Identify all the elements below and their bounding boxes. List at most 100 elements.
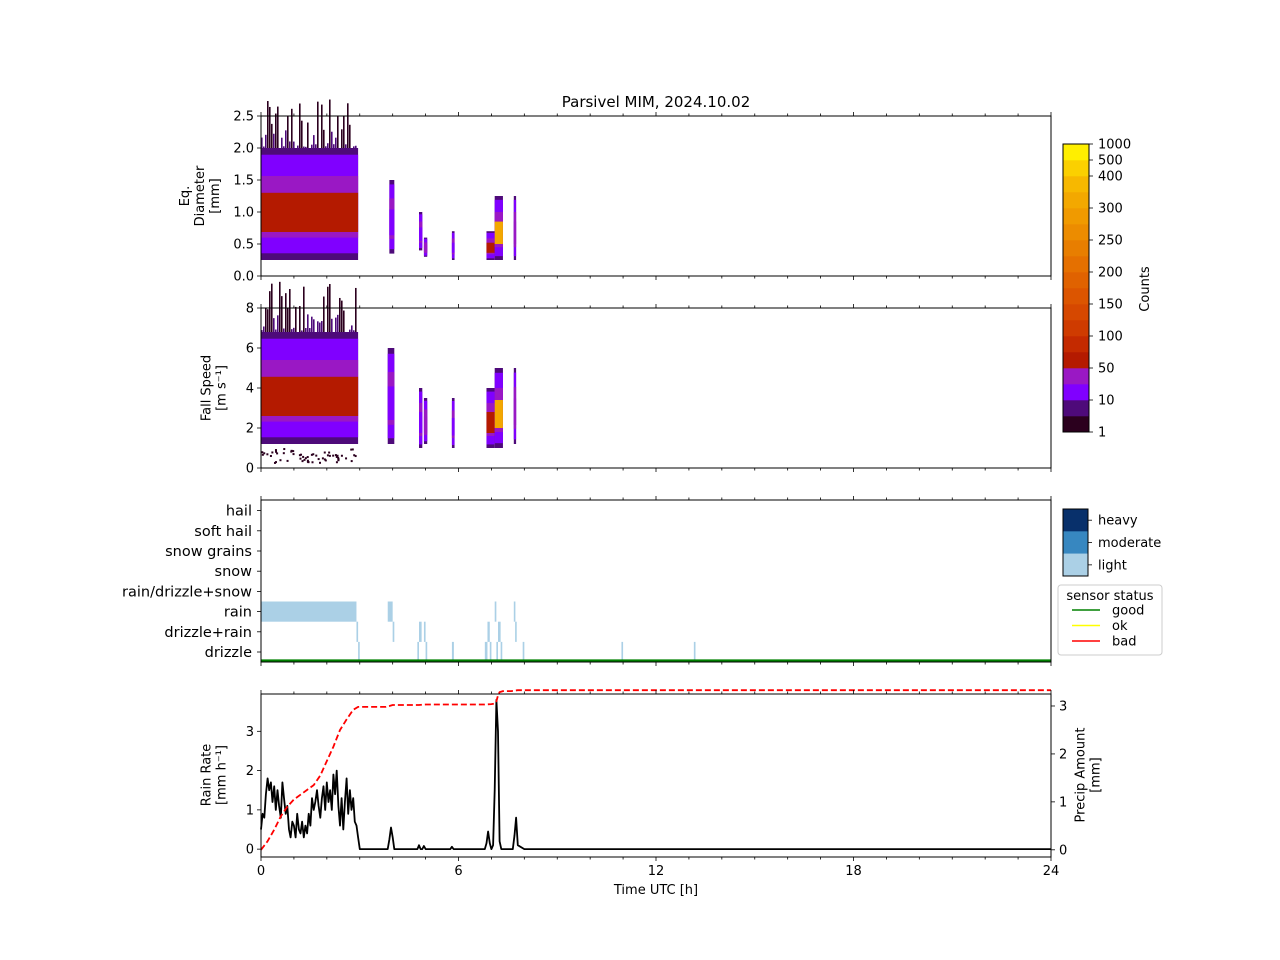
spectrum-spike <box>299 306 301 332</box>
precip-type-block <box>522 641 525 663</box>
colorbar-bin <box>1063 176 1089 193</box>
intensity-swatch <box>1063 553 1088 577</box>
sensor-status-label: good <box>1112 604 1144 619</box>
spectrum-speck <box>334 454 337 457</box>
spectrum-speck <box>304 457 307 460</box>
precip-type-block <box>417 641 419 663</box>
precip-type-panel: drizzle drizzle+rain rain rain/drizzle+snow… <box>122 496 1052 666</box>
axis-label-line: Rain Rate <box>200 744 215 807</box>
colorbar-frame <box>1062 143 1090 433</box>
spectrum-speck <box>299 457 302 460</box>
spectrum-spike <box>275 329 277 332</box>
colorbar-tick-label: 1 <box>1098 426 1106 441</box>
spectrum-speck <box>337 456 340 459</box>
fall-speed-spectrum <box>261 281 517 464</box>
axis-label-line: Eq. <box>178 186 193 207</box>
spectrum-speck <box>273 461 276 464</box>
spectrum-spike <box>267 309 269 332</box>
spectrum-speck <box>271 451 274 454</box>
spectrum-spike <box>267 101 269 148</box>
spectrum-speck <box>274 461 277 464</box>
spectrum-spike <box>343 310 345 332</box>
spectrum-speck <box>354 455 357 458</box>
precip-type-axes: drizzle drizzle+rain rain rain/drizzle+snow… <box>122 496 1052 666</box>
x-tick-label: 24 <box>1043 864 1060 879</box>
spectrum-spike <box>351 325 353 332</box>
spectrum-spike <box>307 122 309 148</box>
figure-title: Parsivel MIM, 2024.10.02 <box>562 93 750 111</box>
spectrum-spike <box>289 289 291 332</box>
colorbar-bin <box>1063 416 1089 433</box>
spectrum-speck <box>274 449 277 452</box>
colorbar-bin <box>1063 336 1089 353</box>
intensity-swatches <box>1063 509 1088 577</box>
spectrum-core <box>261 192 359 232</box>
precip-type-block <box>358 641 360 663</box>
spectrum-speck <box>323 458 326 461</box>
axis-label-line: Diameter <box>193 165 208 226</box>
spectrum-speck <box>261 453 264 456</box>
y-tick-label: 2 <box>246 764 254 779</box>
spectrum-spike <box>311 144 313 148</box>
spectrum-spike <box>321 104 323 148</box>
x-tick-label: 0 <box>257 864 265 879</box>
spectrum-speck <box>306 459 309 462</box>
rain-plot-frame <box>260 693 1052 858</box>
y-tick-label: 2 <box>1059 747 1067 762</box>
spectrum-core <box>451 418 455 436</box>
spectrum-core <box>261 376 359 416</box>
spectrum-spike <box>301 330 303 332</box>
colorbar-tick-label: 400 <box>1098 170 1123 185</box>
precip-type-label: snow <box>215 564 253 580</box>
spectrum-speck <box>335 455 338 458</box>
y-tick-label: 1 <box>246 803 254 818</box>
diameter-spectrum <box>261 99 517 260</box>
spectrum-spike <box>261 330 263 332</box>
y-tick-label: 6 <box>246 342 254 357</box>
spectrum-speck <box>261 451 264 454</box>
spectrum-speck <box>350 460 353 463</box>
spectrum-spike <box>303 286 305 332</box>
spectrum-spike <box>313 135 315 148</box>
spectrum-speck <box>335 461 338 464</box>
colorbar-tick-label: 10 <box>1098 394 1115 409</box>
intensity-labels: heavy moderate light <box>1088 514 1161 573</box>
sensor-status-legend-box <box>1057 584 1163 656</box>
spectrum-spike <box>273 318 275 332</box>
spectrum-spike <box>355 287 357 332</box>
precip-type-label: rain <box>224 605 252 621</box>
spectrum-spike <box>353 146 355 148</box>
spectrum-spike <box>355 145 357 148</box>
precip-type-block <box>515 621 517 642</box>
precip-type-block <box>356 621 359 642</box>
spectrum-spike <box>297 145 299 148</box>
colorbar-bin <box>1063 368 1089 385</box>
spectrum-speck <box>326 454 329 457</box>
precip-type-block <box>423 621 426 642</box>
spectrum-spike <box>323 296 325 332</box>
colorbar-bin <box>1063 304 1089 321</box>
axis-label-line: [mm] <box>208 178 223 213</box>
spectrum-speck <box>328 454 331 457</box>
spectrum-spike <box>303 146 305 148</box>
spectrum-speck <box>353 454 356 457</box>
colorbar-bin <box>1063 224 1089 241</box>
fall-speed-plot-frame <box>260 307 1052 469</box>
y-tick-label: 0.0 <box>233 270 254 285</box>
spectrum-speck <box>312 453 315 456</box>
precip-type-block <box>261 601 357 622</box>
spectrum-spike <box>349 124 351 148</box>
spectrum-spike <box>349 329 351 332</box>
spectrum-spike <box>293 327 295 332</box>
spectrum-spike <box>333 144 335 148</box>
spectrum-spike <box>343 115 345 148</box>
spectrum-spike <box>263 326 265 332</box>
y-tick-label: 2.5 <box>233 110 254 125</box>
intensity-swatch <box>1063 509 1088 532</box>
colorbar-bin <box>1063 384 1089 401</box>
axis-label-line: [mm] <box>1089 757 1104 792</box>
